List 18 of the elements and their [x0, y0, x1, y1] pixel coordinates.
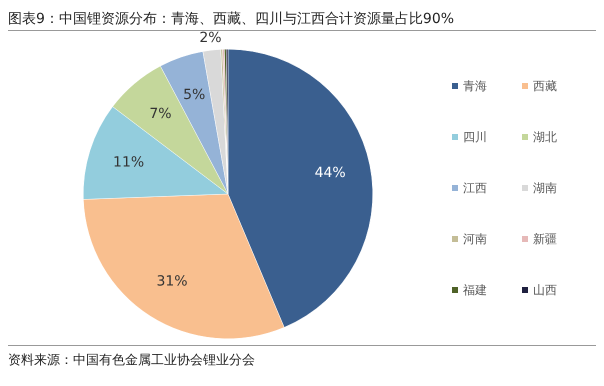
legend-label: 河南 — [463, 230, 487, 248]
legend-label: 西藏 — [533, 78, 557, 94]
data-label: 11% — [113, 154, 144, 170]
data-label: 31% — [156, 274, 188, 290]
legend-label: 新疆 — [533, 230, 557, 248]
legend-label: 四川 — [463, 128, 487, 146]
legend-label: 山西 — [533, 282, 557, 298]
legend-label: 湖南 — [533, 180, 557, 196]
legend-label: 湖北 — [533, 128, 557, 146]
legend-label: 江西 — [463, 180, 487, 196]
chart-title: 图表9：中国锂资源分布：青海、西藏、四川与江西合计资源量占比90% — [8, 8, 596, 31]
legend-label: 福建 — [463, 282, 487, 298]
text: 资料来源：中国有色金属工业协会锂业分会 — [8, 353, 255, 368]
data-label: 44% — [314, 164, 346, 181]
data-label: 7% — [149, 106, 172, 122]
data-label: 5% — [183, 87, 206, 104]
data-label: 2% — [199, 30, 222, 46]
legend-label: 青海 — [463, 78, 487, 94]
